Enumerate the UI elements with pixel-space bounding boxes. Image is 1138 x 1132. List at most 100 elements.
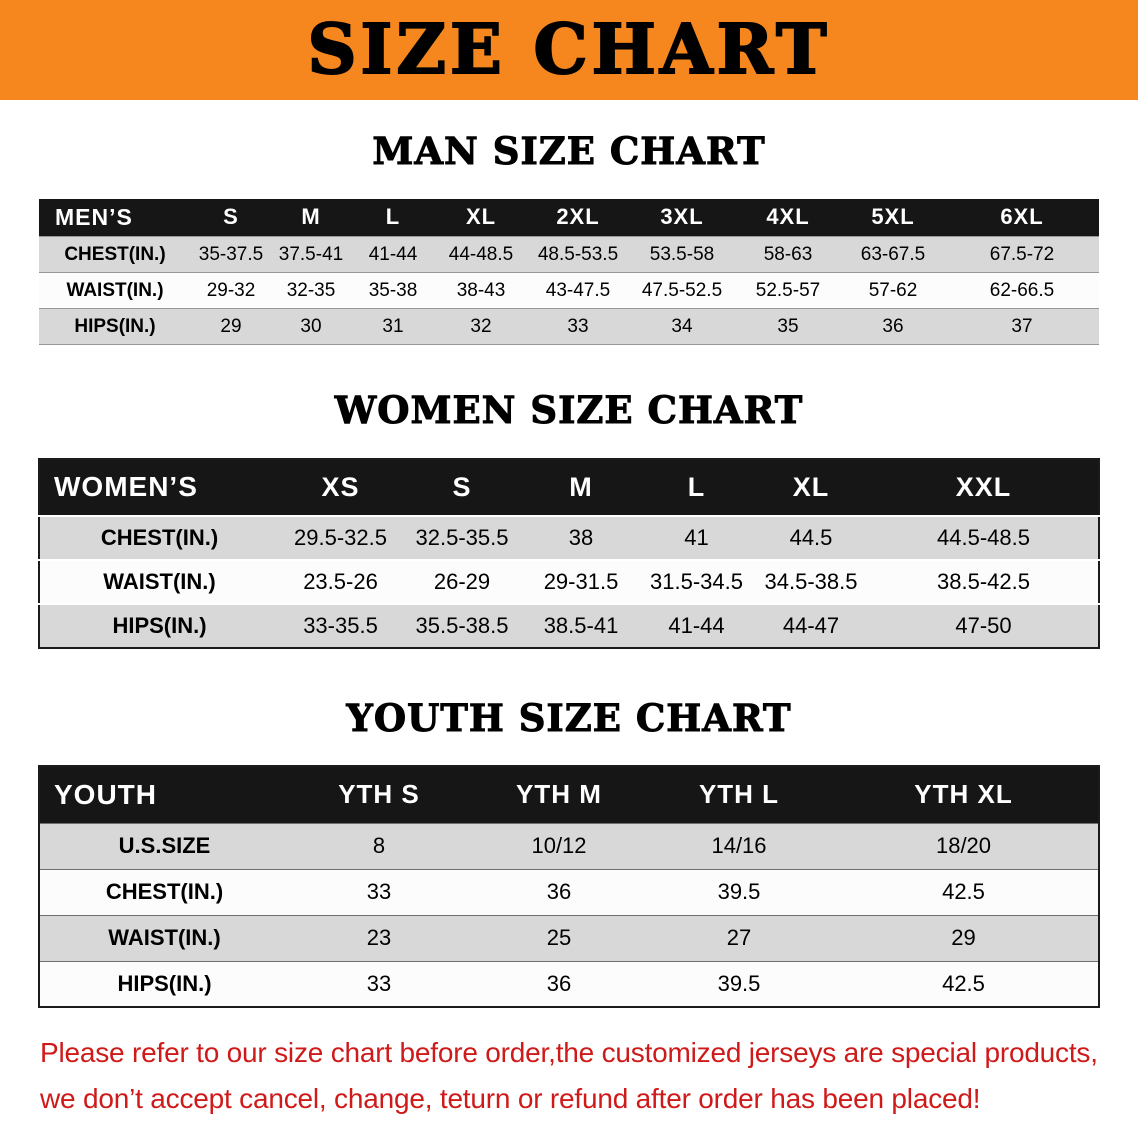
table-cell: 38 xyxy=(568,524,594,550)
table-cell: 43-47.5 xyxy=(545,279,611,301)
table-cell: 39.5 xyxy=(717,879,761,905)
row-label: WAIST(IN.) xyxy=(66,279,164,301)
table-cell: 48.5-53.5 xyxy=(537,243,619,265)
size-col-header: XL xyxy=(753,458,869,516)
women-table-label: WOMEN’S xyxy=(39,458,279,516)
women-table-header-row: WOMEN’S XS S M L XL XXL xyxy=(39,458,1099,516)
table-cell: 10/12 xyxy=(531,833,587,859)
row-label: HIPS(IN.) xyxy=(117,970,212,996)
table-cell: 27 xyxy=(726,925,752,951)
youth-hips-row: HIPS(IN.) 33 36 39.5 42.5 xyxy=(39,961,1099,1008)
row-label: CHEST(IN.) xyxy=(100,524,219,550)
table-cell: 44.5 xyxy=(789,524,833,550)
men-hips-row: HIPS(IN.) 29 30 31 32 33 34 35 36 37 xyxy=(39,308,1099,345)
women-hips-row: HIPS(IN.) 33-35.5 35.5-38.5 38.5-41 41-4… xyxy=(39,603,1099,648)
table-cell: 58-63 xyxy=(763,243,813,265)
table-cell: 33-35.5 xyxy=(303,612,378,638)
size-col-header: S xyxy=(191,198,271,237)
row-label: CHEST(IN.) xyxy=(105,879,224,905)
table-cell: 8 xyxy=(372,833,386,859)
table-cell: 35-38 xyxy=(368,279,418,301)
table-cell: 31 xyxy=(382,315,404,337)
table-cell: 36 xyxy=(546,879,572,905)
table-cell: 29-32 xyxy=(206,279,256,301)
table-cell: 63-67.5 xyxy=(860,243,926,265)
size-col-header: L xyxy=(640,458,753,516)
table-cell: 47-50 xyxy=(955,612,1012,638)
women-waist-row: WAIST(IN.) 23.5-26 26-29 29-31.5 31.5-34… xyxy=(39,559,1099,604)
table-cell: 23.5-26 xyxy=(303,568,378,594)
table-cell: 42.5 xyxy=(942,879,985,905)
table-cell: 23 xyxy=(366,925,392,951)
table-cell: 53.5-58 xyxy=(649,243,715,265)
row-label: HIPS(IN.) xyxy=(112,612,207,638)
table-cell: 33 xyxy=(366,879,392,905)
table-cell: 38-43 xyxy=(456,279,506,301)
youth-table-label: YOUTH xyxy=(39,766,289,824)
table-cell: 47.5-52.5 xyxy=(641,279,723,301)
title-banner: SIZE CHART xyxy=(0,0,1138,100)
table-cell: 37.5-41 xyxy=(278,243,344,265)
size-col-header: XL xyxy=(435,198,527,237)
table-cell: 30 xyxy=(300,315,322,337)
size-col-header: L xyxy=(351,198,435,237)
table-cell: 34 xyxy=(671,315,693,337)
table-cell: 36 xyxy=(546,970,572,996)
table-cell: 42.5 xyxy=(942,970,985,996)
youth-section-heading: YOUTH SIZE CHART xyxy=(346,695,792,740)
table-cell: 34.5-38.5 xyxy=(764,568,858,594)
size-col-header: 4XL xyxy=(735,198,841,237)
table-cell: 31.5-34.5 xyxy=(650,568,743,594)
table-cell: 32-35 xyxy=(286,279,336,301)
youth-size-section: YOUTH SIZE CHART YOUTH YTH S YTH M YTH L… xyxy=(0,695,1138,1009)
table-cell: 41 xyxy=(684,524,709,550)
table-cell: 33 xyxy=(366,970,392,996)
size-col-header: 3XL xyxy=(629,198,735,237)
table-cell: 41-44 xyxy=(668,612,725,638)
table-cell: 26-29 xyxy=(433,568,491,594)
size-col-header: YTH M xyxy=(469,766,649,824)
page-title: SIZE CHART xyxy=(306,9,831,91)
women-size-table: WOMEN’S XS S M L XL XXL CHEST(IN.) 29.5-… xyxy=(38,457,1100,649)
size-col-header: M xyxy=(271,198,351,237)
table-cell: 37 xyxy=(1011,315,1033,337)
table-cell: 44.5-48.5 xyxy=(937,524,1030,550)
table-cell: 32.5-35.5 xyxy=(415,524,509,550)
disclaimer-line-2: we don’t accept cancel, change, teturn o… xyxy=(40,1083,981,1115)
row-label: U.S.SIZE xyxy=(118,833,211,859)
row-label: HIPS(IN.) xyxy=(74,315,156,337)
men-table-label: MEN’S xyxy=(39,198,191,237)
size-col-header: XXL xyxy=(869,458,1099,516)
men-waist-row: WAIST(IN.) 29-32 32-35 35-38 38-43 43-47… xyxy=(39,272,1099,309)
men-chest-row: CHEST(IN.) 35-37.5 37.5-41 41-44 44-48.5… xyxy=(39,236,1099,273)
row-label: WAIST(IN.) xyxy=(103,568,216,594)
youth-size-table: YOUTH YTH S YTH M YTH L YTH XL U.S.SIZE … xyxy=(38,765,1100,1009)
table-cell: 44-47 xyxy=(782,612,840,638)
men-size-table: MEN’S S M L XL 2XL 3XL 4XL 5XL 6XL CHEST… xyxy=(39,198,1099,346)
table-cell: 25 xyxy=(546,925,572,951)
row-label: WAIST(IN.) xyxy=(108,925,221,951)
women-size-section: WOMEN SIZE CHART WOMEN’S XS S M L XL XXL… xyxy=(0,389,1138,649)
table-cell: 33 xyxy=(567,315,589,337)
table-cell: 38.5-42.5 xyxy=(937,568,1030,594)
table-cell: 18/20 xyxy=(935,833,992,859)
men-table-header-row: MEN’S S M L XL 2XL 3XL 4XL 5XL 6XL xyxy=(39,198,1099,237)
women-chest-row: CHEST(IN.) 29.5-32.5 32.5-35.5 38 41 44.… xyxy=(39,515,1099,560)
table-cell: 32 xyxy=(470,315,492,337)
disclaimer-line-1: Please refer to our size chart before or… xyxy=(40,1037,1098,1069)
women-section-heading: WOMEN SIZE CHART xyxy=(334,388,804,433)
table-cell: 44-48.5 xyxy=(448,243,514,265)
size-col-header: YTH L xyxy=(649,766,829,824)
disclaimer-note: Please refer to our size chart before or… xyxy=(40,1030,1138,1122)
table-cell: 67.5-72 xyxy=(989,243,1055,265)
size-col-header: M xyxy=(522,458,640,516)
youth-table-header-row: YOUTH YTH S YTH M YTH L YTH XL xyxy=(39,766,1099,824)
table-cell: 38.5-41 xyxy=(543,612,619,638)
men-size-section: MAN SIZE CHART MEN’S S M L XL 2XL 3XL 4X… xyxy=(0,129,1138,346)
table-cell: 35-37.5 xyxy=(198,243,264,265)
size-col-header: YTH XL xyxy=(829,766,1099,824)
table-cell: 14/16 xyxy=(711,833,767,859)
table-cell: 29.5-32.5 xyxy=(294,524,387,550)
size-col-header: YTH S xyxy=(289,766,469,824)
